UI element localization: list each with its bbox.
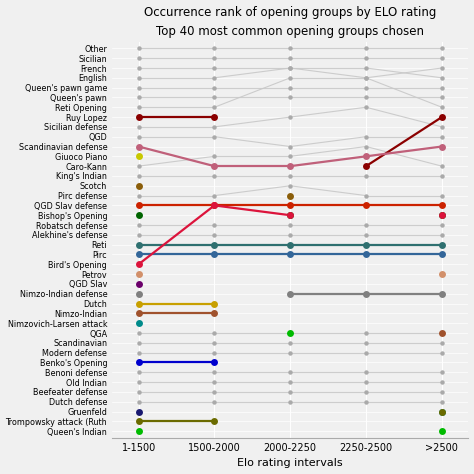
X-axis label: Elo rating intervals: Elo rating intervals bbox=[237, 458, 343, 468]
Title: Occurrence rank of opening groups by ELO rating
Top 40 most common opening group: Occurrence rank of opening groups by ELO… bbox=[144, 6, 437, 37]
